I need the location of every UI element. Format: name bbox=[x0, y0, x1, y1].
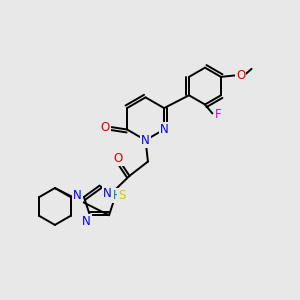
Text: N: N bbox=[82, 215, 91, 228]
Text: N: N bbox=[73, 189, 82, 202]
Text: O: O bbox=[114, 152, 123, 165]
Text: H: H bbox=[113, 189, 122, 202]
Text: O: O bbox=[236, 69, 245, 82]
Text: S: S bbox=[118, 189, 125, 202]
Text: N: N bbox=[160, 123, 168, 136]
Text: F: F bbox=[215, 108, 222, 122]
Text: N: N bbox=[103, 187, 111, 200]
Text: N: N bbox=[141, 134, 150, 147]
Text: O: O bbox=[100, 121, 109, 134]
